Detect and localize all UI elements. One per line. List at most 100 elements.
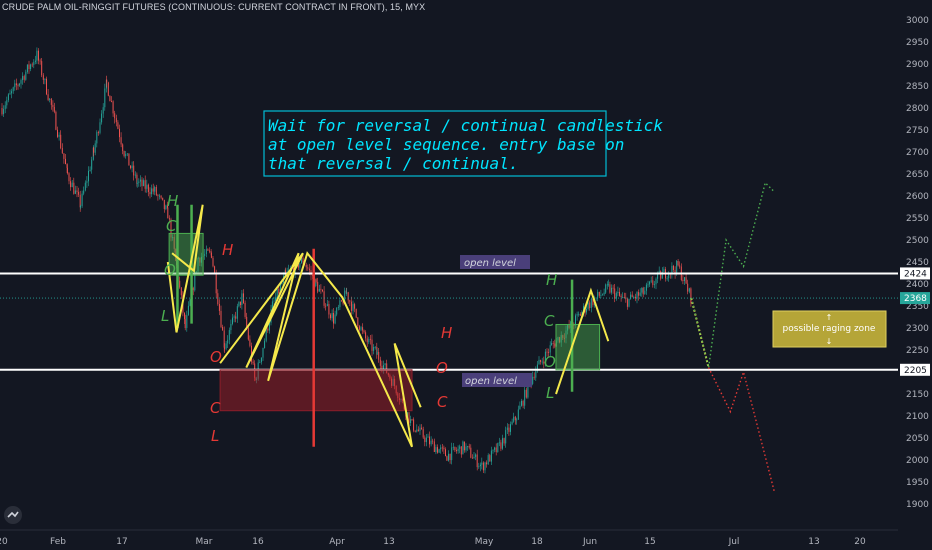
candle-body [579,313,581,316]
candle-body [438,449,440,453]
candle-body [79,194,81,208]
candle-body [578,313,580,315]
candle-body [535,371,537,378]
candle-body [136,182,138,184]
candle-body [460,446,462,455]
candle-body [425,437,427,443]
candle-body [28,64,30,69]
candle-body [657,272,659,279]
candle-body [217,293,219,304]
candle-body [215,274,217,294]
candle-body [265,328,267,341]
candle-body [368,338,370,343]
candle-body [49,98,51,100]
candle-body [199,257,201,263]
x-tick-label: Mar [196,537,213,547]
candle-body [676,261,678,274]
candle-body [111,101,112,102]
x-tick-label: 20 [0,537,8,547]
candle-body [549,345,551,353]
candle-body [337,307,339,308]
candle-body [342,301,344,304]
candle-body [168,218,170,220]
candle-body [44,78,46,80]
candle-body [58,134,60,137]
candle-body [633,296,635,298]
candle-body [350,301,352,311]
candle-body [259,362,261,363]
candle-body [626,299,628,307]
yellow-zigzag-2 [219,251,422,448]
candle-body [392,378,394,386]
candle-body [498,442,500,444]
candle-body [354,304,356,309]
ohlc-letter-7: C [210,399,221,417]
candle-body [644,290,646,295]
candle-body [628,298,630,307]
candle-body [194,271,196,291]
candle-body [12,87,14,92]
candle-body [605,284,607,293]
candle-body [606,284,608,286]
candle-body [273,300,275,302]
drawing-labels: Wait for reversal / continual candlestic… [161,110,887,445]
candle-body [325,305,327,307]
candle-body [151,188,153,195]
candle-body [73,182,75,194]
tradingview-logo-icon[interactable] [4,506,22,524]
candle-body [88,170,89,182]
candle-body [413,419,415,431]
candle-body [14,83,16,88]
candle-body [554,343,556,347]
candle-body [34,60,36,62]
candle-body [126,153,128,155]
candle-body [638,292,640,296]
ohlc-letter-2: C [166,217,177,235]
candle-body [587,302,589,309]
candle-body [76,190,78,192]
candle-body [400,399,402,400]
candle-body [57,129,58,137]
annotation-line-3: that reversal / continual. [268,154,518,173]
candle-body [1,108,3,115]
candle-body [514,416,516,421]
candle-body [510,424,511,432]
candle-body [611,287,612,293]
candle-body [690,288,692,304]
candle-body [395,385,397,394]
candle-body [146,184,148,189]
red-box [219,369,413,412]
candle-body [494,447,496,450]
raging-zone-up-arrow: ↑ [826,313,833,322]
y-tick-label: 2750 [906,126,929,136]
candle-body [222,327,224,331]
candle-body [540,359,542,362]
candle-body [397,393,399,398]
candle-body [204,254,206,256]
candle-body [457,448,459,452]
candle-body [53,107,55,112]
candle-body [281,283,283,285]
candle-body [557,337,559,341]
candle-body [381,365,383,369]
candle-body [617,291,619,294]
candle-body [688,288,690,292]
candle-body [94,143,96,153]
yellow-zigzag-1 [166,204,204,333]
candle-body [66,167,68,174]
candle-body [136,174,138,184]
candle-body [387,373,389,376]
candle-body [389,375,391,379]
candle-body [649,281,651,285]
candle-body [467,446,469,447]
candle-body [65,158,66,165]
y-tick-label: 2000 [906,456,929,466]
candle-body [224,347,225,349]
candle-body [661,272,663,279]
candle-body [60,134,62,148]
candle-body [532,376,534,384]
candle-body [63,153,65,159]
candle-body [443,447,445,450]
candle-body [117,122,119,129]
